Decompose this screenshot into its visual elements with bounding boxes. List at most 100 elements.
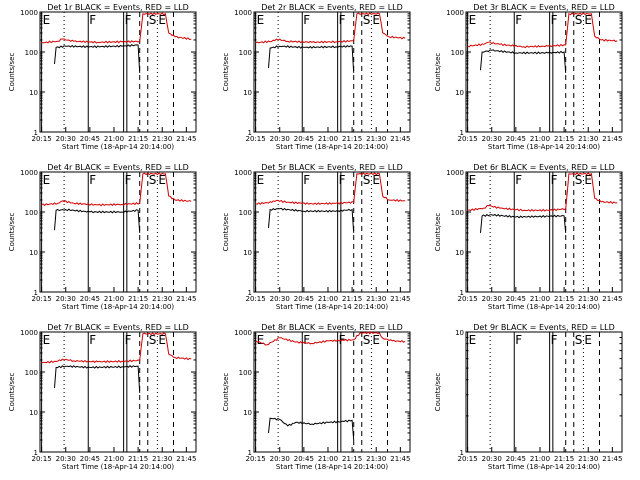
series-events-line bbox=[54, 208, 141, 233]
x-tick-label: 21:15 bbox=[554, 455, 574, 463]
event-marker-label: E bbox=[43, 13, 51, 27]
y-tick-label: 1 bbox=[460, 449, 464, 457]
series-events-line bbox=[268, 417, 355, 441]
x-tick-label: 21:00 bbox=[318, 455, 338, 463]
x-tick-label: 20:15 bbox=[246, 295, 266, 303]
x-tick-label: 21:30 bbox=[578, 455, 598, 463]
y-tick-label: 100 bbox=[451, 209, 464, 217]
series-events-line bbox=[480, 49, 567, 73]
y-axis-label: Counts/sec bbox=[434, 53, 442, 92]
x-axis-label: Start Time (18-Apr-14 20:14:00) bbox=[276, 463, 388, 471]
series-lld-line bbox=[467, 172, 618, 212]
series-lld-line bbox=[255, 172, 406, 206]
chart-title: Det 7r BLACK = Events, RED = LLD bbox=[47, 323, 189, 332]
chart-title: Det 8r BLACK = Events, RED = LLD bbox=[261, 323, 403, 332]
event-marker-label: F bbox=[125, 333, 132, 347]
event-marker-label: E bbox=[257, 173, 265, 187]
x-tick-label: 21:15 bbox=[128, 455, 148, 463]
event-marker-label: E bbox=[584, 173, 592, 187]
event-marker-label: E bbox=[469, 173, 477, 187]
y-axis-label: Counts/sec bbox=[8, 213, 16, 252]
x-tick-label: 21:45 bbox=[176, 455, 196, 463]
x-axis-label: Start Time (18-Apr-14 20:14:00) bbox=[62, 303, 174, 311]
event-marker-label: F bbox=[125, 173, 132, 187]
y-tick-label: 1 bbox=[248, 289, 252, 297]
x-tick-label: 21:30 bbox=[366, 135, 386, 143]
x-tick-label: 20:30 bbox=[270, 135, 290, 143]
event-marker-label: E bbox=[158, 173, 166, 187]
chart-title: Det 2r BLACK = Events, RED = LLD bbox=[261, 3, 403, 12]
x-axis-label: Start Time (18-Apr-14 20:14:00) bbox=[62, 143, 174, 151]
x-tick-label: 21:30 bbox=[152, 455, 172, 463]
y-tick-label: 100 bbox=[239, 49, 252, 57]
y-axis-label: Counts/sec bbox=[8, 373, 16, 412]
event-marker-label: S bbox=[575, 13, 583, 27]
event-marker-label: E bbox=[372, 333, 380, 347]
x-tick-label: 21:15 bbox=[128, 135, 148, 143]
event-marker-label: F bbox=[303, 333, 310, 347]
x-tick-label: 21:00 bbox=[104, 135, 124, 143]
x-tick-label: 20:30 bbox=[482, 295, 502, 303]
plot-frame bbox=[465, 171, 623, 293]
y-tick-label: 1000 bbox=[234, 329, 252, 337]
y-tick-label: 1000 bbox=[446, 169, 464, 177]
x-tick-label: 20:45 bbox=[506, 135, 526, 143]
event-marker-label: E bbox=[158, 333, 166, 347]
event-marker-label: F bbox=[551, 173, 558, 187]
y-tick-label: 1000 bbox=[20, 169, 38, 177]
x-tick-label: 21:45 bbox=[602, 135, 622, 143]
y-tick-label: 10 bbox=[29, 409, 38, 417]
x-tick-label: 20:15 bbox=[32, 135, 52, 143]
x-axis-label: Start Time (18-Apr-14 20:14:00) bbox=[488, 303, 600, 311]
plot-frame bbox=[465, 11, 623, 133]
x-tick-label: 21:00 bbox=[530, 135, 550, 143]
y-tick-label: 1000 bbox=[234, 169, 252, 177]
y-tick-label: 10 bbox=[243, 409, 252, 417]
x-tick-label: 20:45 bbox=[506, 455, 526, 463]
chart-title: Det 1r BLACK = Events, RED = LLD bbox=[47, 3, 189, 12]
y-tick-label: 1 bbox=[34, 129, 38, 137]
x-tick-label: 21:00 bbox=[104, 455, 124, 463]
series-lld-line bbox=[467, 12, 618, 49]
x-tick-label: 20:30 bbox=[56, 455, 76, 463]
y-tick-label: 1 bbox=[248, 449, 252, 457]
chart-title: Det 3r BLACK = Events, RED = LLD bbox=[473, 3, 615, 12]
event-marker-label: F bbox=[551, 13, 558, 27]
plot-frame bbox=[465, 331, 623, 453]
event-marker-label: S bbox=[363, 333, 371, 347]
x-tick-label: 21:00 bbox=[318, 135, 338, 143]
y-tick-label: 10 bbox=[455, 249, 464, 257]
x-tick-label: 21:30 bbox=[366, 455, 386, 463]
chart-title: Det 6r BLACK = Events, RED = LLD bbox=[473, 163, 615, 172]
event-marker-label: S bbox=[149, 173, 157, 187]
x-tick-label: 21:45 bbox=[176, 135, 196, 143]
x-tick-label: 20:45 bbox=[80, 295, 100, 303]
event-marker-label: F bbox=[303, 13, 310, 27]
series-events-line bbox=[54, 365, 141, 393]
x-tick-label: 21:45 bbox=[602, 295, 622, 303]
event-marker-label: E bbox=[372, 13, 380, 27]
x-tick-label: 21:15 bbox=[342, 295, 362, 303]
event-marker-label: E bbox=[158, 13, 166, 27]
x-tick-label: 20:30 bbox=[482, 455, 502, 463]
x-tick-label: 20:45 bbox=[294, 455, 314, 463]
y-tick-label: 100 bbox=[451, 49, 464, 57]
event-marker-label: F bbox=[89, 333, 96, 347]
series-events-line bbox=[268, 44, 355, 73]
x-tick-label: 21:30 bbox=[578, 295, 598, 303]
plot-frame bbox=[253, 331, 411, 453]
event-marker-label: F bbox=[515, 333, 522, 347]
x-tick-label: 21:30 bbox=[152, 135, 172, 143]
y-axis-label: Counts/sec bbox=[434, 373, 442, 412]
x-tick-label: 20:45 bbox=[80, 135, 100, 143]
x-tick-label: 21:30 bbox=[578, 135, 598, 143]
x-tick-label: 21:45 bbox=[602, 455, 622, 463]
x-tick-label: 21:00 bbox=[530, 455, 550, 463]
event-marker-label: S bbox=[575, 333, 583, 347]
y-tick-label: 1 bbox=[34, 449, 38, 457]
event-marker-label: S bbox=[149, 333, 157, 347]
